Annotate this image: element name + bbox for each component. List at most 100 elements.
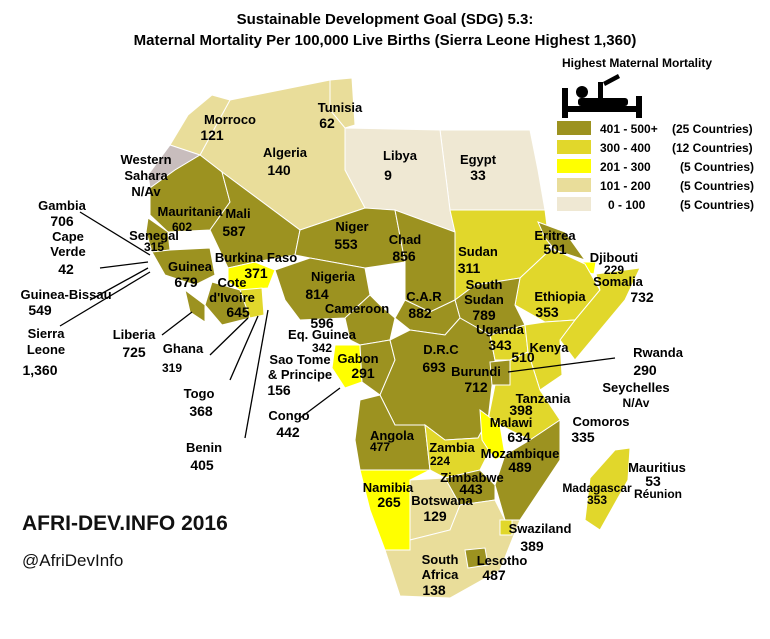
label-namibia-value: 265 bbox=[377, 494, 401, 510]
legend-swatch-4 bbox=[557, 178, 591, 192]
label-sierra-leone-name1: Sierra bbox=[28, 326, 66, 341]
label-egypt-name: Egypt bbox=[460, 152, 497, 167]
region-ghana bbox=[239, 287, 265, 319]
legend-swatch-2 bbox=[557, 140, 591, 154]
label-mali-name: Mali bbox=[225, 206, 250, 221]
label-western-sahara-value: N/Av bbox=[131, 184, 161, 199]
label-mozambique-value: 489 bbox=[508, 459, 532, 475]
label-libya-name: Libya bbox=[383, 148, 418, 163]
label-botswana-value: 129 bbox=[423, 508, 447, 524]
region-somalia bbox=[559, 267, 641, 361]
label-congo-value: 442 bbox=[276, 424, 300, 440]
label-reunion-name: Réunion bbox=[634, 487, 682, 501]
label-guinea-bissau-value: 549 bbox=[28, 302, 52, 318]
legend-count-1: (25 Countries) bbox=[672, 122, 753, 136]
label-south-sudan-name1: South bbox=[466, 277, 503, 292]
label-seychelles-value: N/Av bbox=[623, 396, 650, 410]
label-algeria-name: Algeria bbox=[263, 145, 308, 160]
region-lesotho bbox=[464, 547, 489, 569]
label-eritrea-name: Eritrea bbox=[534, 228, 576, 243]
label-sierra-leone-name2: Leone bbox=[27, 342, 65, 357]
label-guinea-bissau-name: Guinea-Bissau bbox=[20, 287, 111, 302]
label-swaziland-name: Swaziland bbox=[509, 521, 572, 536]
region-eritrea bbox=[537, 221, 587, 261]
label-djibouti-value: 229 bbox=[604, 263, 624, 277]
label-kenya-value: 510 bbox=[511, 349, 535, 365]
legend-count-3: (5 Countries) bbox=[680, 160, 754, 174]
label-cameroon-value: 596 bbox=[310, 315, 334, 331]
label-comoros-name: Comoros bbox=[572, 414, 629, 429]
region-gabon bbox=[331, 344, 363, 389]
label-mali-value: 587 bbox=[222, 223, 246, 239]
label-senegal-value: 315 bbox=[144, 240, 164, 254]
label-guinea-name: Guinea bbox=[168, 259, 213, 274]
label-cote-divoire-name1: Cote bbox=[218, 275, 247, 290]
label-somalia-name: Somalia bbox=[593, 274, 644, 289]
label-mozambique-name: Mozambique bbox=[481, 446, 560, 461]
label-cote-divoire-value: 645 bbox=[226, 304, 250, 320]
legend-range-2: 300 - 400 bbox=[600, 141, 651, 155]
label-gambia-value: 706 bbox=[50, 213, 74, 229]
label-chad-value: 856 bbox=[392, 248, 416, 264]
label-south-africa-value: 138 bbox=[422, 582, 446, 598]
label-sudan-name: Sudan bbox=[458, 244, 498, 259]
label-liberia-name: Liberia bbox=[113, 327, 156, 342]
label-kenya-name: Kenya bbox=[529, 340, 569, 355]
label-tunisia-name: Tunisia bbox=[318, 100, 363, 115]
label-benin-name: Benin bbox=[186, 440, 222, 455]
region-niger bbox=[294, 207, 406, 269]
legend-heading: Highest Maternal Mortality bbox=[562, 56, 712, 70]
region-madagascar bbox=[584, 447, 631, 531]
label-chad-name: Chad bbox=[389, 232, 422, 247]
label-eq-guinea-name: Eq. Guinea bbox=[288, 327, 357, 342]
label-benin-value: 405 bbox=[190, 457, 214, 473]
label-south-sudan-value: 789 bbox=[472, 307, 496, 323]
label-ethiopia-name: Ethiopia bbox=[534, 289, 586, 304]
label-burkina-faso-name: Burkina Faso bbox=[215, 250, 297, 265]
label-western-sahara-name1: Western bbox=[120, 152, 171, 167]
label-zambia-value: 224 bbox=[430, 454, 450, 468]
label-zimbabwe-value: 443 bbox=[459, 481, 483, 497]
label-ghana-value: 319 bbox=[162, 361, 182, 375]
region-south-africa bbox=[384, 499, 521, 599]
label-namibia-name: Namibia bbox=[363, 480, 414, 495]
label-seychelles-name: Seychelles bbox=[602, 380, 669, 395]
label-cote-divoire-name2: d'Ivoire bbox=[209, 290, 255, 305]
label-swaziland-value: 389 bbox=[520, 538, 544, 554]
leader-lines bbox=[59, 211, 616, 439]
label-malawi-value: 634 bbox=[507, 429, 531, 445]
label-cameroon-name: Cameroon bbox=[325, 301, 389, 316]
legend: Highest Maternal Mortality 401 - 500+ (2… bbox=[557, 56, 754, 212]
label-malawi-name: Malawi bbox=[490, 415, 533, 430]
label-lesotho-name: Lesotho bbox=[477, 553, 528, 568]
region-malawi bbox=[479, 408, 506, 461]
legend-range-5: 0 - 100 bbox=[608, 198, 646, 212]
legend-range-1: 401 - 500+ bbox=[600, 122, 658, 136]
label-south-sudan-name2: Sudan bbox=[464, 292, 504, 307]
legend-range-4: 101 - 200 bbox=[600, 179, 651, 193]
label-mauritius-name: Mauritius bbox=[628, 460, 686, 475]
region-egypt bbox=[439, 129, 546, 211]
label-eritrea-value: 501 bbox=[543, 241, 567, 257]
label-niger-name: Niger bbox=[335, 219, 368, 234]
region-liberia bbox=[184, 288, 206, 323]
label-western-sahara-name2: Sahara bbox=[124, 168, 168, 183]
label-lesotho-value: 487 bbox=[482, 567, 506, 583]
label-drc-value: 693 bbox=[422, 359, 446, 375]
label-mauritania-value: 602 bbox=[172, 220, 192, 234]
title-line-1: Sustainable Development Goal (SDG) 5.3: bbox=[237, 11, 534, 28]
label-sao-tome-value: 156 bbox=[267, 382, 291, 398]
label-algeria-value: 140 bbox=[267, 162, 291, 178]
label-congo-name: Congo bbox=[268, 408, 309, 423]
label-guinea-value: 679 bbox=[174, 274, 198, 290]
brand-handle: @AfriDevInfo bbox=[22, 551, 123, 570]
label-tanzania-value: 398 bbox=[509, 402, 533, 418]
title-line-2: Maternal Mortality Per 100,000 Live Birt… bbox=[134, 32, 637, 49]
label-senegal-name: Senegal bbox=[129, 228, 179, 243]
label-somalia-value: 732 bbox=[630, 289, 654, 305]
label-togo-name: Togo bbox=[184, 386, 215, 401]
label-burundi-name: Burundi bbox=[451, 364, 501, 379]
label-madagascar-value: 353 bbox=[587, 493, 607, 507]
label-tanzania-name: Tanzania bbox=[516, 391, 571, 406]
